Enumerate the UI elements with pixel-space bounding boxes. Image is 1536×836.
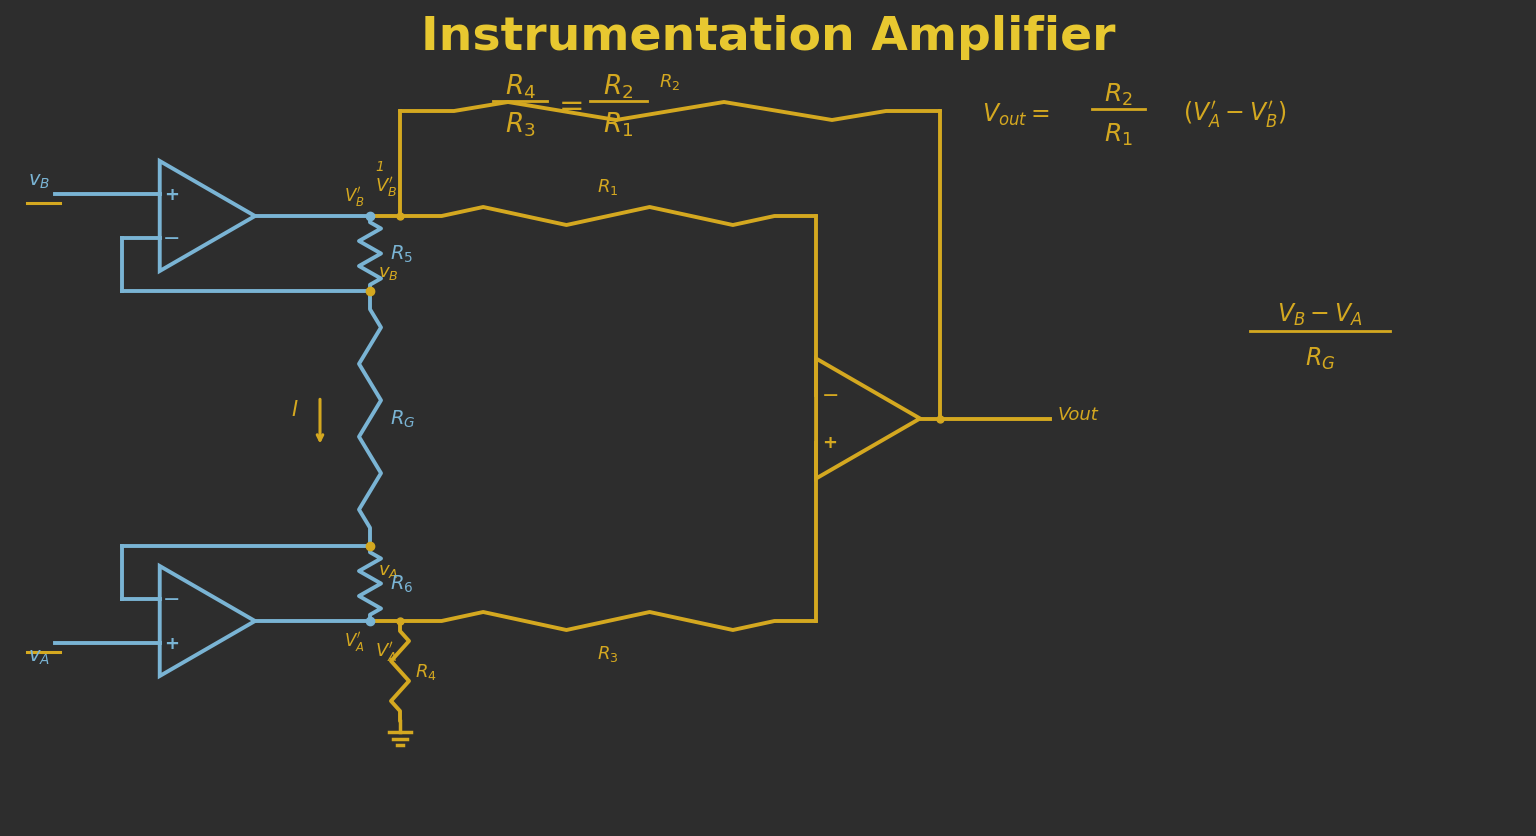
Text: $V_B - V_A$: $V_B - V_A$ <box>1278 302 1362 328</box>
Text: −: − <box>163 589 181 609</box>
Text: $R_2$: $R_2$ <box>659 72 680 92</box>
Text: $R_2$: $R_2$ <box>602 73 633 101</box>
Text: $V_B'$: $V_B'$ <box>375 175 398 199</box>
Text: 1: 1 <box>375 160 384 174</box>
Text: $R_3$: $R_3$ <box>505 110 535 139</box>
Text: $=$: $=$ <box>553 90 584 120</box>
Text: $V_B'$: $V_B'$ <box>344 185 366 209</box>
Text: $R_G$: $R_G$ <box>1304 345 1335 372</box>
Text: $R_5$: $R_5$ <box>390 243 413 265</box>
Text: $R_3$: $R_3$ <box>598 643 619 663</box>
Text: $v_B$: $v_B$ <box>28 171 51 191</box>
Text: $I$: $I$ <box>292 399 300 419</box>
Text: $R_1$: $R_1$ <box>1103 122 1132 148</box>
Text: $R_4$: $R_4$ <box>415 661 436 681</box>
Text: +: + <box>164 186 180 204</box>
Text: $v_B$: $v_B$ <box>378 263 398 282</box>
Text: $V_{out} =$: $V_{out} =$ <box>982 102 1051 128</box>
Text: Vout: Vout <box>1058 405 1098 423</box>
Text: Instrumentation Amplifier: Instrumentation Amplifier <box>421 14 1115 59</box>
Text: $R_1$: $R_1$ <box>602 110 633 139</box>
Text: −: − <box>822 385 839 405</box>
Text: $v_A$: $v_A$ <box>378 561 398 579</box>
Text: $V_A'$: $V_A'$ <box>375 640 398 663</box>
Text: $R_6$: $R_6$ <box>390 573 413 594</box>
Text: +: + <box>164 635 180 652</box>
Text: $R_2$: $R_2$ <box>1104 82 1132 108</box>
Text: $(V_A' - V_B')$: $(V_A' - V_B')$ <box>1183 99 1287 130</box>
Text: $R_1$: $R_1$ <box>598 176 619 196</box>
Text: +: + <box>823 434 837 452</box>
Text: $v_A$: $v_A$ <box>28 648 51 666</box>
Text: $R_G$: $R_G$ <box>390 408 415 430</box>
Text: $R_4$: $R_4$ <box>504 73 536 101</box>
Text: $V_A'$: $V_A'$ <box>344 630 366 653</box>
Text: −: − <box>163 229 181 248</box>
